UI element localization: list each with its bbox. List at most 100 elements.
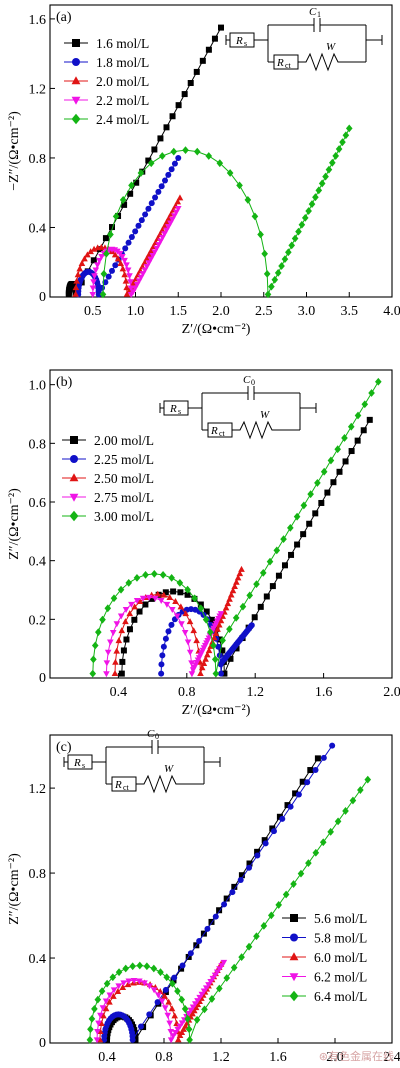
- data-point: [191, 594, 198, 603]
- data-point: [375, 377, 382, 386]
- data-point: [148, 200, 155, 207]
- legend-label: 6.0 mol/L: [314, 950, 367, 965]
- data-point: [106, 998, 113, 1005]
- data-point: [171, 974, 178, 981]
- data-point: [126, 610, 134, 617]
- data-point: [86, 1035, 94, 1044]
- data-point: [116, 250, 124, 257]
- data-point: [98, 1020, 105, 1027]
- data-point: [92, 267, 100, 274]
- c-subscript: 0: [251, 378, 255, 387]
- x-tick-label: 2.0: [383, 685, 400, 700]
- data-point: [347, 422, 355, 431]
- data-point: [154, 590, 162, 597]
- data-point: [174, 1036, 182, 1043]
- data-point: [111, 670, 119, 676]
- data-point: [290, 914, 298, 922]
- data-point: [287, 524, 294, 532]
- data-point: [163, 124, 170, 131]
- data-point: [91, 273, 98, 280]
- series-2.00: [118, 416, 373, 677]
- rct-label: R: [210, 425, 218, 437]
- data-point: [289, 973, 299, 982]
- data-point: [158, 183, 165, 190]
- data-point: [99, 615, 106, 624]
- data-point: [169, 113, 176, 120]
- data-point: [293, 512, 301, 521]
- y-tick-label: 1.6: [29, 13, 47, 28]
- data-point: [106, 992, 114, 999]
- data-point: [229, 587, 237, 594]
- data-point: [161, 222, 168, 229]
- data-point: [87, 1025, 94, 1034]
- data-point: [185, 1025, 193, 1034]
- data-point: [111, 251, 119, 258]
- data-point: [287, 803, 294, 810]
- data-point: [280, 535, 287, 544]
- data-point: [210, 641, 217, 650]
- c-label: C: [147, 728, 155, 740]
- data-point: [285, 248, 292, 257]
- data-point: [188, 660, 195, 667]
- data-point: [145, 205, 152, 212]
- data-point: [184, 585, 191, 594]
- data-point: [205, 152, 213, 160]
- data-point: [176, 578, 184, 587]
- data-point: [253, 580, 260, 589]
- data-point: [119, 265, 127, 272]
- data-point: [128, 601, 135, 608]
- data-point: [197, 604, 205, 613]
- x-tick-label: 1.0: [127, 304, 145, 319]
- data-point: [89, 291, 97, 298]
- data-point: [238, 565, 245, 572]
- data-point: [163, 601, 171, 608]
- legend-label: 6.2 mol/L: [314, 970, 367, 985]
- data-point: [136, 978, 143, 985]
- x-tick-label: 2.0: [326, 1050, 344, 1065]
- data-point: [218, 24, 224, 31]
- data-point: [89, 669, 97, 678]
- rct-subscript: ct: [219, 429, 226, 438]
- origin-label: 0: [39, 290, 46, 305]
- data-point: [267, 911, 275, 920]
- data-point: [335, 145, 343, 153]
- y-axis-title: −Z″/(Ω•cm⁻²): [7, 111, 22, 191]
- data-point: [214, 625, 221, 632]
- data-point: [320, 754, 327, 761]
- data-point: [141, 259, 148, 266]
- data-point: [96, 257, 103, 264]
- data-point: [342, 458, 349, 465]
- data-point: [121, 257, 128, 264]
- data-point: [146, 1011, 153, 1018]
- data-point: [233, 578, 240, 585]
- legend-label: 2.50 mol/L: [94, 471, 154, 486]
- data-point: [124, 981, 132, 988]
- y-tick-label: 0.4: [29, 952, 47, 967]
- warburg-element: [232, 420, 300, 440]
- c-subscript: 1: [317, 10, 321, 19]
- x-tick-label: 0.5: [84, 304, 102, 319]
- data-point: [108, 267, 115, 274]
- data-point: [288, 551, 295, 558]
- data-point: [324, 489, 331, 496]
- data-point: [342, 131, 350, 140]
- data-point: [275, 572, 282, 579]
- data-point: [342, 807, 349, 815]
- data-point: [171, 160, 178, 167]
- data-point: [90, 279, 97, 286]
- data-point: [221, 901, 228, 908]
- y-tick-label: 0.8: [29, 152, 47, 167]
- data-point: [104, 649, 112, 656]
- data-point: [279, 815, 286, 822]
- data-point: [136, 597, 144, 604]
- data-point: [84, 251, 91, 258]
- plot-frame: [49, 369, 393, 679]
- data-point: [289, 952, 299, 961]
- data-point: [322, 172, 329, 181]
- data-point: [192, 1004, 200, 1011]
- data-point: [178, 621, 185, 628]
- data-point: [270, 828, 277, 835]
- data-point: [142, 211, 149, 218]
- data-point: [186, 1035, 193, 1044]
- x-tick-label: 0.4: [110, 685, 128, 700]
